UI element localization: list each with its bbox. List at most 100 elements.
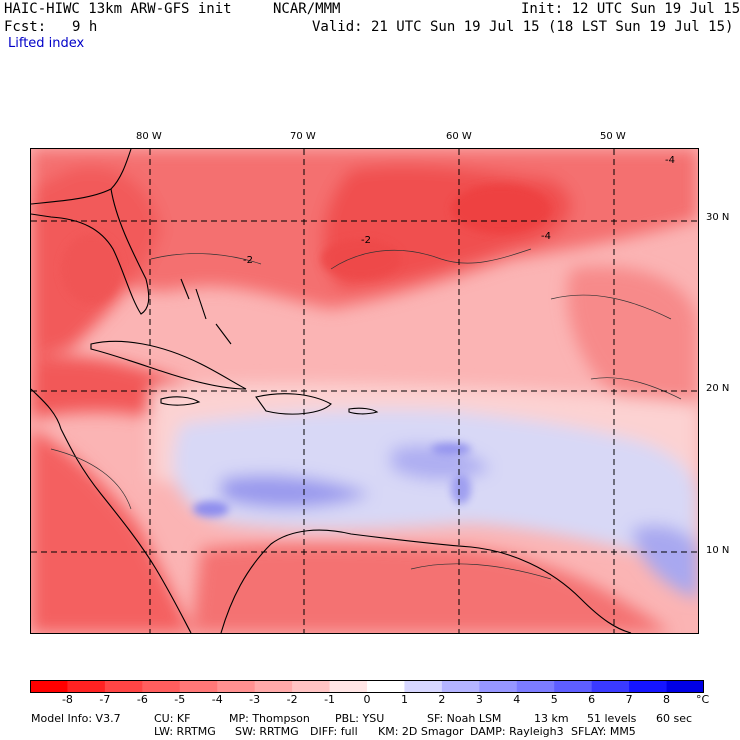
unstable-blob bbox=[61, 234, 121, 304]
central-america-core bbox=[31, 429, 191, 633]
contour-label: -2 bbox=[243, 255, 253, 266]
colorbar-tick-label: -4 bbox=[211, 693, 223, 706]
jamaica-coast bbox=[160, 396, 201, 406]
forecast-label: Fcst: bbox=[4, 19, 47, 35]
lon-label-70w: 70 W bbox=[290, 131, 316, 142]
contour-line bbox=[550, 294, 672, 320]
stable-core-far-east bbox=[631, 525, 698, 599]
colorbar-swatch bbox=[516, 680, 555, 693]
lat-label-20n: 20 N bbox=[706, 383, 730, 394]
south-america-core bbox=[191, 543, 671, 633]
colorbar-swatch bbox=[104, 680, 143, 693]
colorbar-swatch bbox=[254, 680, 293, 693]
contours bbox=[50, 248, 682, 580]
coastlines bbox=[31, 149, 632, 633]
colorbar-swatch bbox=[591, 680, 630, 693]
model-title: HAIC-HIWC 13km ARW-GFS init bbox=[4, 1, 232, 17]
footer-line1-6: 51 levels bbox=[587, 712, 637, 725]
footer-line2-3: KM: 2D Smagor bbox=[378, 725, 464, 738]
colorbar-swatch bbox=[554, 680, 593, 693]
contour-line bbox=[590, 377, 682, 400]
cuba-coast bbox=[90, 340, 247, 390]
colorbar-tick-label: 0 bbox=[363, 693, 371, 706]
colorbar-tick-label: 5 bbox=[550, 693, 558, 706]
valid-time: Valid: 21 UTC Sun 19 Jul 15 (18 LST Sun … bbox=[312, 19, 734, 35]
colorbar-tick-label: 6 bbox=[588, 693, 596, 706]
field-name: Lifted index bbox=[8, 36, 85, 51]
stable-core-west bbox=[221, 474, 371, 509]
colorbar-tick-label: 4 bbox=[513, 693, 521, 706]
lon-label-80w: 80 W bbox=[136, 131, 162, 142]
footer-line1-5: 13 km bbox=[534, 712, 569, 725]
contour-line bbox=[150, 253, 262, 265]
contour-line bbox=[410, 563, 552, 580]
lat-label-30n: 30 N bbox=[706, 212, 730, 223]
colorbar-swatch bbox=[666, 680, 704, 693]
footer-line1-4: SF: Noah LSM bbox=[427, 712, 502, 725]
footer-line1-7: 60 sec bbox=[656, 712, 693, 725]
colorbar-tick-label: 2 bbox=[438, 693, 446, 706]
bahamas-coast bbox=[180, 278, 232, 345]
colorbar-tick-label: 1 bbox=[400, 693, 408, 706]
lifted-index-map: -2 -2 -4 -4 bbox=[30, 148, 699, 634]
stable-blob bbox=[451, 474, 471, 504]
colorbar-swatch bbox=[217, 680, 256, 693]
forecast-hour: 9 h bbox=[72, 19, 98, 35]
colorbar-swatch bbox=[142, 680, 181, 693]
footer-line1-2: MP: Thompson bbox=[229, 712, 310, 725]
colorbar-tick-label: -5 bbox=[174, 693, 186, 706]
contour-label: -4 bbox=[541, 231, 551, 242]
colorbar-unit: °C bbox=[696, 693, 710, 706]
colorbar-swatch bbox=[30, 680, 68, 693]
colorbar-tick-label: -2 bbox=[286, 693, 298, 706]
org-label: NCAR/MMM bbox=[273, 1, 341, 17]
contour-line bbox=[330, 248, 532, 270]
footer-line2-1: SW: RRTMG bbox=[235, 725, 299, 738]
east-atlantic-band bbox=[567, 266, 698, 412]
footer-line2-4: DAMP: Rayleigh3 bbox=[470, 725, 564, 738]
footer-line2-0: LW: RRTMG bbox=[154, 725, 216, 738]
contour-line bbox=[50, 448, 132, 510]
colorbar-swatch bbox=[629, 680, 668, 693]
colorbar-swatch bbox=[367, 680, 405, 693]
init-time: Init: 12 UTC Sun 19 Jul 15 bbox=[521, 1, 740, 17]
colorbar-swatch bbox=[292, 680, 331, 693]
colorbar-swatch bbox=[67, 680, 106, 693]
central-america-coast bbox=[31, 388, 192, 633]
colorbar-swatch bbox=[329, 680, 368, 693]
colorbar-border bbox=[30, 680, 704, 693]
colorbar-tick-label: -6 bbox=[136, 693, 148, 706]
colorbar-tick-label: -1 bbox=[324, 693, 336, 706]
contour-label: -2 bbox=[361, 235, 371, 246]
colorbar-tick-label: -8 bbox=[61, 693, 73, 706]
stable-sea bbox=[173, 409, 698, 569]
lon-label-60w: 60 W bbox=[446, 131, 472, 142]
colorbar-tick-label: -3 bbox=[249, 693, 261, 706]
colorbar-tick-label: 8 bbox=[663, 693, 671, 706]
lat-label-10n: 10 N bbox=[706, 545, 730, 556]
footer-line1-0: Model Info: V3.7 bbox=[31, 712, 121, 725]
contour-label: -4 bbox=[665, 155, 675, 166]
unstable-blob bbox=[451, 184, 551, 234]
colorbar-tick-label: 3 bbox=[475, 693, 483, 706]
lon-label-50w: 50 W bbox=[600, 131, 626, 142]
colorbar-tick-label: -7 bbox=[99, 693, 111, 706]
colorbar-tick-label: 7 bbox=[625, 693, 633, 706]
colorbar-swatch bbox=[404, 680, 443, 693]
stable-core-east bbox=[391, 445, 491, 481]
colorbar bbox=[30, 680, 704, 693]
footer-line2-2: DIFF: full bbox=[310, 725, 358, 738]
map-canvas: -2 -2 -4 -4 bbox=[31, 149, 698, 633]
unstable-blob bbox=[321, 239, 401, 279]
south-america-coast bbox=[220, 529, 632, 633]
colorbar-swatch bbox=[441, 680, 480, 693]
colorbar-swatch bbox=[179, 680, 218, 693]
graticule bbox=[31, 149, 698, 633]
stable-blob bbox=[193, 501, 229, 517]
footer-line1-1: CU: KF bbox=[154, 712, 191, 725]
puerto-rico-coast bbox=[348, 407, 379, 415]
florida-coast bbox=[31, 188, 150, 315]
footer-line2-5: SFLAY: MM5 bbox=[571, 725, 636, 738]
hispaniola-coast bbox=[255, 393, 332, 415]
colorbar-swatch bbox=[479, 680, 518, 693]
